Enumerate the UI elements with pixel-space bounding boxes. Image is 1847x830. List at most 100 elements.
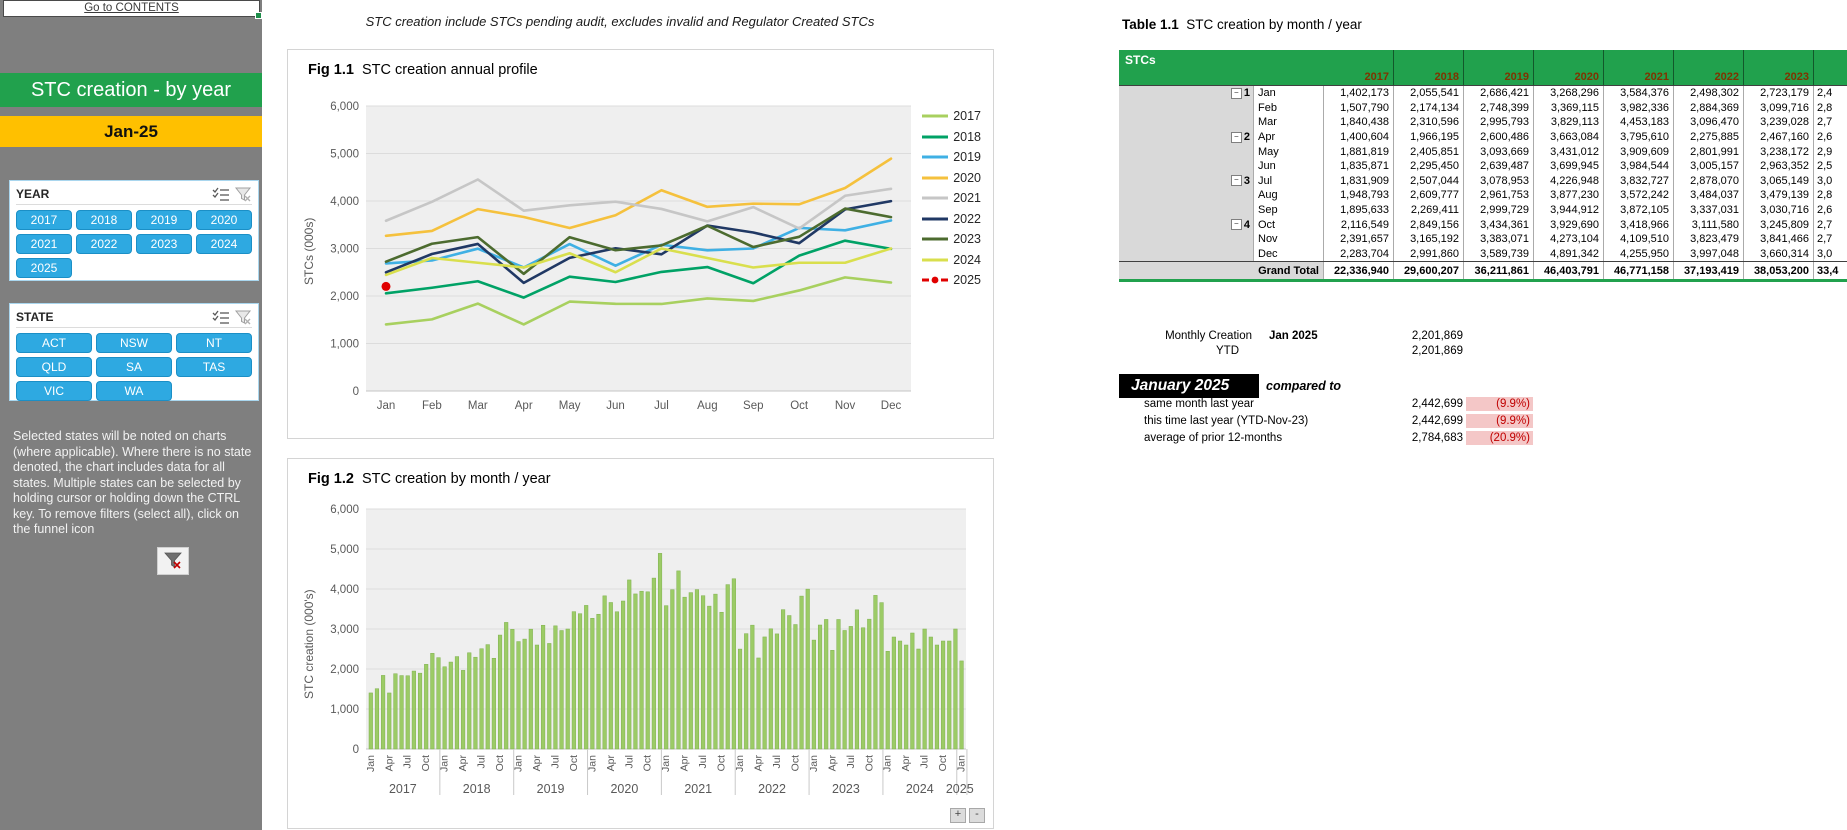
legend-swatch-2020 (922, 176, 949, 180)
year-option-2023[interactable]: 2023 (136, 234, 192, 254)
month-label: Nov (1254, 231, 1324, 247)
svg-text:5,000: 5,000 (330, 544, 359, 556)
value-2018-mar: 2,310,596 (1394, 115, 1464, 130)
svg-text:Jan: Jan (586, 755, 598, 772)
quarter-gutter: −1 (1119, 86, 1254, 101)
clear-filter-icon[interactable] (234, 310, 252, 325)
value-2017-jun: 1,835,871 (1324, 158, 1394, 174)
value-2018-feb: 2,174,134 (1394, 100, 1464, 116)
svg-text:Jun: Jun (606, 400, 625, 412)
data-disclaimer: STC creation include STCs pending audit,… (365, 14, 875, 29)
year-option-2025[interactable]: 2025 (16, 258, 72, 278)
fig11-card: Fig 1.1 STC creation annual profile STCs… (287, 49, 994, 439)
multi-select-icon[interactable] (212, 187, 230, 202)
collapse-quarter-3-icon[interactable]: − (1230, 175, 1242, 187)
ytd-row: YTD 2,201,869 (1162, 343, 1463, 358)
state-slicer-label: STATE (16, 310, 54, 324)
quarter-gutter: −2 (1119, 129, 1254, 145)
value-2019-jun: 2,639,487 (1464, 158, 1534, 174)
value-2018-jun: 2,295,450 (1394, 158, 1464, 174)
year-option-2020[interactable]: 2020 (196, 210, 252, 230)
legend-label-2022: 2022 (953, 211, 981, 226)
state-option-vic[interactable]: VIC (16, 381, 92, 401)
period-badge: Jan-25 (0, 116, 262, 147)
state-option-nt[interactable]: NT (176, 333, 252, 353)
year-option-2018[interactable]: 2018 (76, 210, 132, 230)
svg-text:2021: 2021 (684, 782, 712, 796)
legend-label-2017: 2017 (953, 109, 981, 124)
year-slicer-buttons: 2017 2018 2019 2020 2021 2022 2023 2024 2025 (16, 210, 252, 278)
page-title: STC creation - by year (0, 73, 262, 107)
quarter-gutter (1119, 100, 1254, 116)
state-option-wa[interactable]: WA (96, 381, 172, 401)
value-2020-aug: 3,877,230 (1534, 188, 1604, 203)
ytd-label: YTD (1216, 344, 1239, 357)
legend-item-2022: 2022 (922, 209, 981, 230)
quarter-gutter (1119, 246, 1254, 262)
legend-label-2024: 2024 (953, 252, 981, 267)
value-2018-sep: 2,269,411 (1394, 202, 1464, 218)
svg-text:Jul: Jul (623, 755, 635, 768)
table-row-apr: −2 Apr 1,400,604 1,966,195 2,600,486 3,663,08… (1119, 129, 1847, 145)
state-slicer: STATE ACT NSW NT QLD SA TAS VIC WA (9, 303, 259, 401)
collapse-quarter-4-icon[interactable]: − (1230, 219, 1242, 231)
pivot-year-header-2022: 2022 (1674, 50, 1744, 85)
quarter-number: 4 (1243, 218, 1250, 231)
value-2019-jan: 2,686,421 (1464, 86, 1534, 101)
pivot-table: STCs 2017 2018 2019 2020 2021 2022 2023−1 Jan 1,4… (1119, 50, 1847, 283)
filter-help-text: Selected states will be noted on charts … (13, 429, 252, 536)
year-option-2024[interactable]: 2024 (196, 234, 252, 254)
svg-text:Jan: Jan (439, 755, 451, 772)
state-option-qld[interactable]: QLD (16, 357, 92, 377)
zoom-in-button[interactable]: + (950, 808, 966, 823)
svg-text:Oct: Oct (642, 755, 654, 771)
value-2019-oct: 3,434,361 (1464, 217, 1534, 232)
legend-label-2020: 2020 (953, 170, 981, 185)
svg-text:Oct: Oct (789, 755, 801, 771)
svg-text:May: May (559, 400, 581, 412)
value-clipped-jul: 3,0 (1817, 174, 1833, 187)
compare-label: same month last year (1144, 398, 1254, 410)
grand-total-2020: 46,403,791 (1534, 262, 1604, 280)
go-to-contents-link[interactable]: Go to CONTENTS (3, 0, 262, 19)
value-2019-aug: 2,961,753 (1464, 188, 1534, 203)
svg-text:4,000: 4,000 (330, 584, 359, 596)
value-clipped-oct: 2,7 (1817, 218, 1833, 231)
year-option-2017[interactable]: 2017 (16, 210, 72, 230)
value-2020-mar: 3,829,113 (1534, 115, 1604, 130)
year-option-2022[interactable]: 2022 (76, 234, 132, 254)
grand-total-2023: 38,053,200 (1744, 262, 1814, 280)
legend-label-2025: 2025 (953, 273, 981, 288)
table-row-aug: Aug 1,948,793 2,609,777 2,961,753 3,877,230 3… (1119, 188, 1847, 203)
funnel-clear-icon[interactable] (157, 547, 189, 575)
state-option-tas[interactable]: TAS (176, 357, 252, 377)
value-2017-jul: 1,831,909 (1324, 173, 1394, 189)
legend-label-2023: 2023 (953, 232, 981, 247)
multi-select-icon[interactable] (212, 310, 230, 325)
legend-swatch-2022 (922, 217, 949, 221)
month-label: Feb (1254, 100, 1324, 116)
zoom-out-button[interactable]: - (969, 808, 985, 823)
svg-text:Apr: Apr (515, 400, 533, 412)
clear-filter-icon[interactable] (234, 187, 252, 202)
value-2021-sep: 3,872,105 (1604, 202, 1674, 218)
collapse-quarter-1-icon[interactable]: − (1230, 87, 1242, 99)
fig11-title: Fig 1.1 STC creation annual profile (308, 62, 538, 78)
state-option-act[interactable]: ACT (16, 333, 92, 353)
svg-text:Feb: Feb (422, 400, 442, 412)
table-row-nov: Nov 2,391,657 3,165,192 3,383,071 4,273,104 4… (1119, 231, 1847, 247)
year-option-2021[interactable]: 2021 (16, 234, 72, 254)
value-2021-nov: 4,109,510 (1604, 231, 1674, 247)
go-to-contents-label: Go to CONTENTS (84, 2, 179, 14)
svg-text:2,000: 2,000 (330, 291, 359, 303)
collapse-quarter-2-icon[interactable]: − (1230, 131, 1242, 143)
value-2021-jun: 3,984,544 (1604, 158, 1674, 174)
state-option-sa[interactable]: SA (96, 357, 172, 377)
state-option-nsw[interactable]: NSW (96, 333, 172, 353)
legend-item-2018: 2018 (922, 127, 981, 148)
svg-text:2018: 2018 (463, 782, 491, 796)
legend-item-2024: 2024 (922, 250, 981, 271)
value-2022-nov: 3,823,479 (1674, 231, 1744, 247)
year-option-2019[interactable]: 2019 (136, 210, 192, 230)
legend-swatch-2025 (922, 276, 949, 284)
